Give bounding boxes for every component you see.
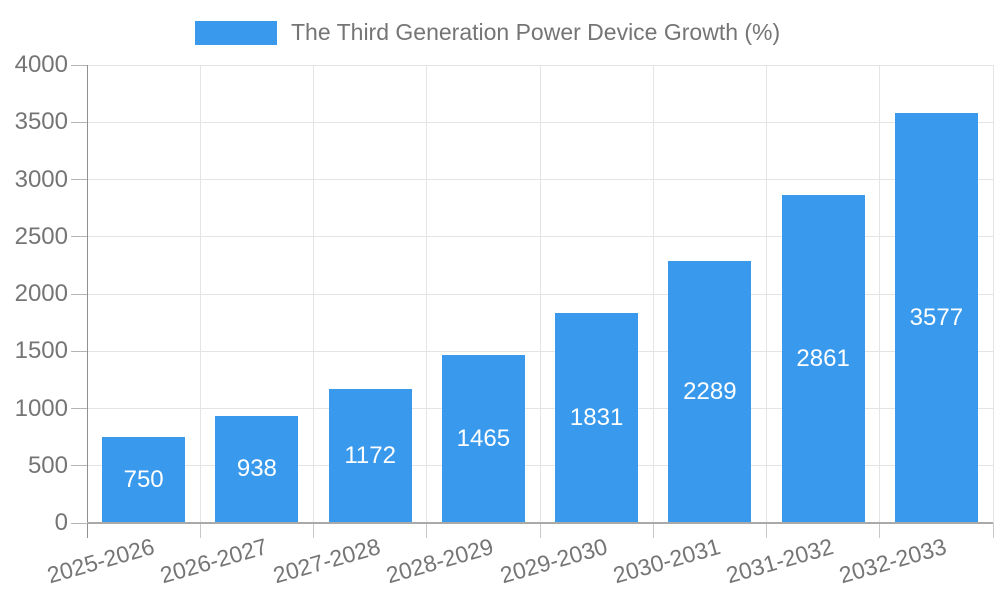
y-tick-mark bbox=[71, 522, 87, 524]
x-axis-label: 2029-2030 bbox=[496, 533, 610, 589]
y-axis-label: 1500 bbox=[14, 337, 68, 365]
x-axis-label: 2026-2027 bbox=[157, 533, 271, 589]
bar-2025-2026[interactable] bbox=[102, 437, 186, 523]
y-tick-mark bbox=[71, 350, 87, 352]
bar-value-label: 1172 bbox=[344, 441, 396, 469]
y-axis-label: 2500 bbox=[14, 222, 68, 250]
v-gridline bbox=[992, 65, 994, 523]
bar-value-label: 1465 bbox=[456, 425, 511, 453]
bar-2032-2033[interactable] bbox=[894, 113, 978, 523]
y-tick-mark bbox=[71, 293, 87, 295]
x-tick-mark bbox=[879, 523, 881, 538]
y-axis-label: 0 bbox=[54, 509, 68, 536]
bar-2031-2032[interactable] bbox=[781, 195, 865, 523]
y-tick-mark bbox=[71, 465, 87, 467]
x-tick-mark bbox=[992, 523, 994, 538]
bar-2026-2027[interactable] bbox=[215, 415, 299, 523]
y-axis-label: 3000 bbox=[14, 165, 68, 193]
y-axis-label: 500 bbox=[27, 451, 68, 479]
bar-2027-2028[interactable] bbox=[328, 388, 412, 523]
x-tick-mark bbox=[766, 523, 767, 538]
v-gridline bbox=[539, 65, 541, 523]
bar-2028-2029[interactable] bbox=[441, 355, 525, 523]
legend-label: The Third Generation Power Device Growth… bbox=[291, 19, 781, 45]
bar-value-label: 2861 bbox=[796, 345, 850, 373]
y-tick-mark bbox=[71, 408, 87, 409]
x-tick-mark bbox=[539, 523, 541, 538]
v-gridline bbox=[426, 65, 428, 523]
y-axis-label: 4000 bbox=[14, 51, 68, 78]
x-axis-label: 2027-2028 bbox=[270, 533, 384, 589]
v-gridline bbox=[313, 65, 314, 523]
bar-2029-2030[interactable] bbox=[555, 313, 639, 523]
y-axis-label: 1000 bbox=[14, 394, 68, 422]
x-axis-label: 2032-2033 bbox=[836, 533, 950, 589]
y-tick-mark bbox=[71, 179, 87, 180]
x-axis-label: 2028-2029 bbox=[383, 533, 497, 589]
x-axis-label: 2025-2026 bbox=[43, 533, 157, 589]
v-gridline bbox=[652, 65, 654, 523]
y-axis-label: 2000 bbox=[14, 280, 68, 307]
x-tick-mark bbox=[426, 523, 428, 538]
x-axis-label: 2031-2032 bbox=[723, 533, 837, 589]
bar-2030-2031[interactable] bbox=[668, 260, 752, 523]
x-tick-mark bbox=[652, 523, 654, 538]
v-gridline bbox=[199, 65, 201, 523]
v-gridline bbox=[879, 65, 881, 523]
bar-value-label: 750 bbox=[123, 466, 164, 494]
bar-value-label: 938 bbox=[236, 455, 277, 483]
x-tick-mark bbox=[313, 523, 314, 538]
v-gridline bbox=[766, 65, 767, 523]
y-axis-label: 3500 bbox=[14, 108, 68, 136]
x-axis-line bbox=[87, 522, 993, 524]
bar-value-label: 2289 bbox=[683, 377, 737, 405]
x-axis-label: 2030-2031 bbox=[610, 533, 724, 589]
legend-swatch bbox=[195, 20, 277, 45]
y-tick-mark bbox=[71, 64, 87, 66]
bar-value-label: 1831 bbox=[569, 404, 624, 432]
y-tick-mark bbox=[71, 121, 87, 123]
y-axis-line bbox=[87, 65, 88, 538]
bar-value-label: 3577 bbox=[909, 304, 964, 332]
y-tick-mark bbox=[71, 236, 87, 238]
chart-legend[interactable]: The Third Generation Power Device Growth… bbox=[195, 19, 780, 46]
x-tick-mark bbox=[199, 523, 201, 538]
